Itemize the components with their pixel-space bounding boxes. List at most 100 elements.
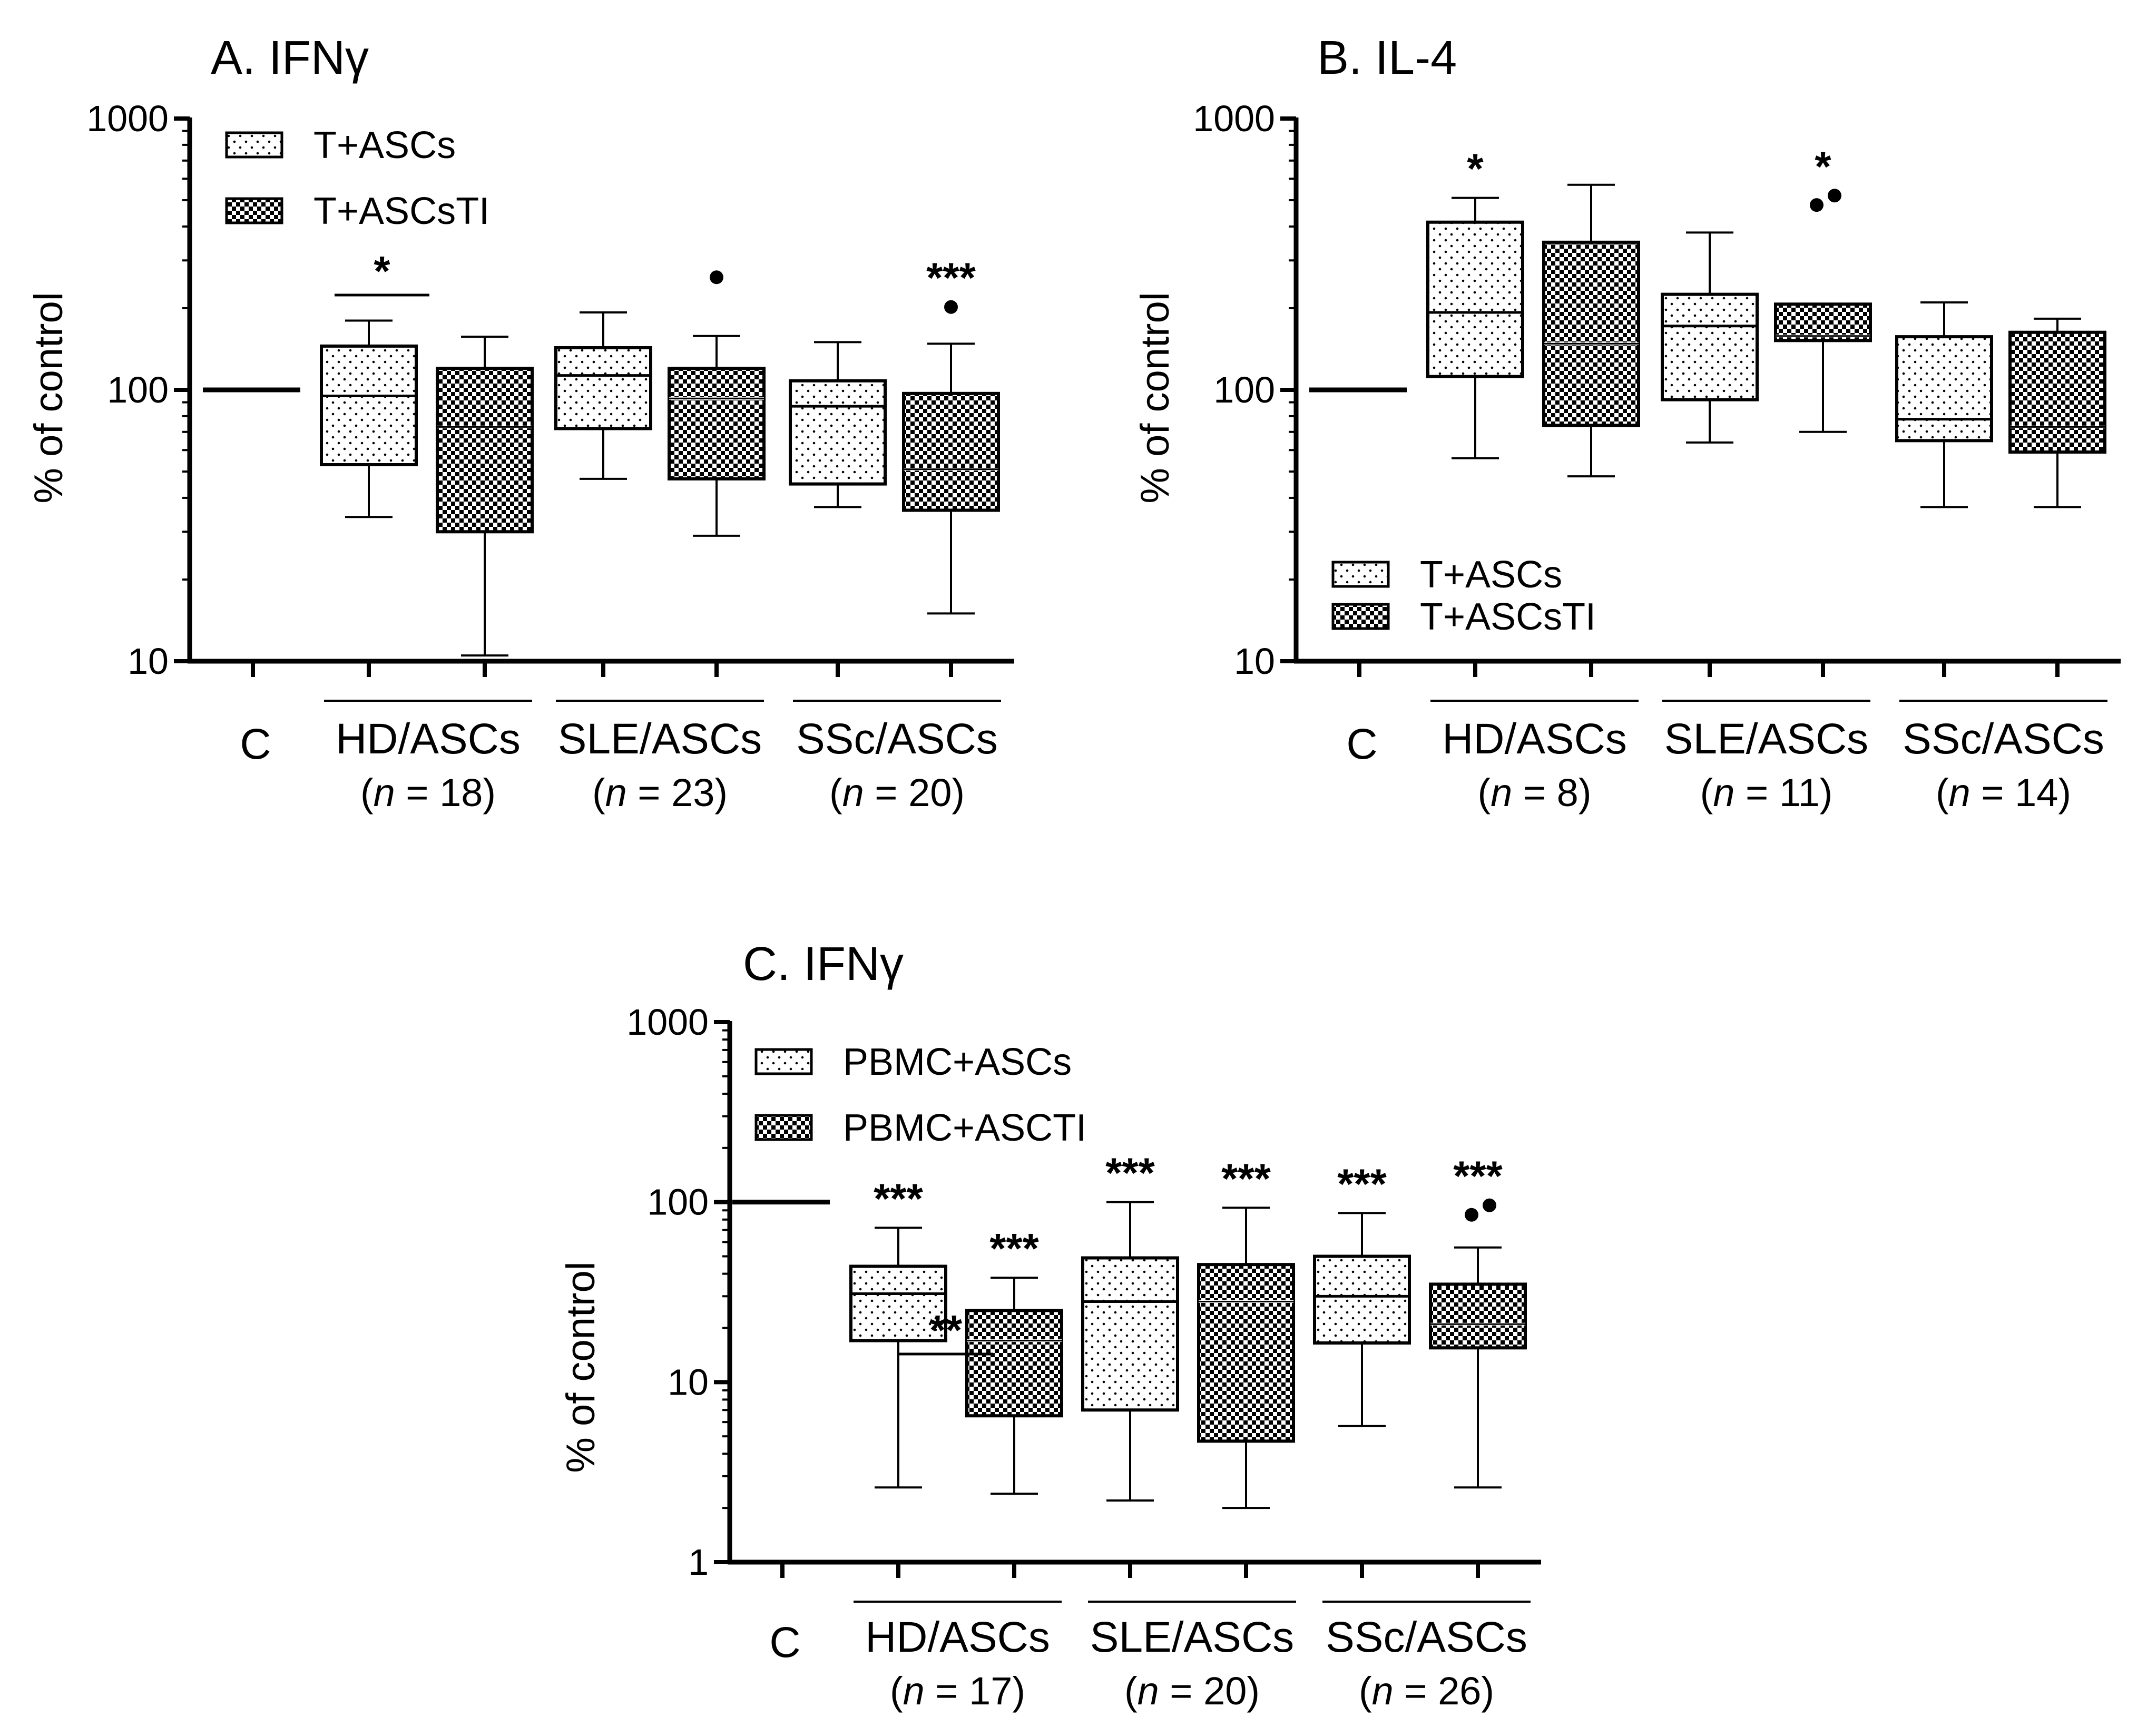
panel-c-n-label-0: (n = 17) — [890, 1669, 1025, 1713]
panel-b-group-label-0: HD/ASCs — [1442, 715, 1627, 763]
panel-b-control-label: C — [1346, 720, 1377, 768]
panel-b-n-label-1: (n = 11) — [1700, 771, 1833, 815]
panel-c-box-2-annotation: *** — [1105, 1150, 1155, 1196]
panel-c-box-0-annotation: *** — [874, 1175, 923, 1222]
legend-swatch — [754, 1114, 813, 1141]
box-iqr — [320, 344, 418, 466]
panel-c-group-label-2: SSc/ASCs — [1326, 1613, 1527, 1661]
panel-a-annotations: *** * — [374, 248, 976, 301]
panel-b-annotations: * * — [1467, 143, 1831, 192]
panel-b-y-axis: 10 100 1000 — [1193, 98, 1275, 682]
legend-swatch — [1331, 603, 1390, 630]
panel-c-n-label-2: (n = 26) — [1359, 1669, 1494, 1713]
panel-a-box-3 — [668, 270, 766, 537]
legend-swatch — [754, 1048, 813, 1075]
outlier-point — [1828, 189, 1841, 203]
panel-a-control-label: C — [240, 720, 271, 768]
panel-c-box-0 — [849, 1227, 947, 1489]
panel-c-legend: PBMC+ASCs PBMC+ASCTI — [754, 1041, 1086, 1149]
panel-a-plot — [174, 116, 1014, 702]
panel-a-bracket-0-label: * — [374, 248, 390, 295]
box-iqr — [1313, 1254, 1411, 1345]
panel-a-n-label-0: (n = 18) — [360, 771, 496, 815]
panel-b-x-categories: C HD/ASCs SLE/ASCs SSc/ASCs (n = 8) (n =… — [1346, 715, 2104, 815]
box-iqr — [1661, 292, 1759, 401]
panel-a-legend-label-1: T+ASCsTI — [313, 190, 489, 232]
panel-a-group-label-2: SSc/ASCs — [796, 715, 998, 763]
panel-c-box-2 — [1081, 1201, 1179, 1502]
panel-c-plot — [714, 1020, 1541, 1603]
outlier-point — [1810, 198, 1824, 212]
box-iqr — [902, 391, 1000, 512]
panel-c-y-axis: 1 10 100 1000 — [626, 1002, 709, 1583]
panel-b-ylabel: % of control — [1133, 292, 1178, 503]
box-iqr — [1774, 302, 1872, 342]
panel-c-x-categories: C HD/ASCs SLE/ASCs SSc/ASCs (n = 17) (n … — [769, 1613, 1527, 1713]
panel-b-plot — [1280, 116, 2121, 702]
panel-c-box-5-annotation: *** — [1453, 1153, 1503, 1200]
panel-b-ytick-label-1: 100 — [1213, 369, 1275, 410]
panel-c-ytick-label-2: 100 — [647, 1182, 709, 1223]
box-iqr — [1542, 240, 1640, 427]
box-iqr — [849, 1264, 947, 1342]
panel-b-group-label-1: SLE/ASCs — [1664, 715, 1868, 763]
panel-b-box-2 — [1661, 231, 1759, 444]
panel-a-ytick-label-1: 100 — [107, 369, 169, 410]
panel-c-ytick-label-0: 1 — [688, 1542, 709, 1583]
panel-c-group-label-0: HD/ASCs — [865, 1613, 1050, 1661]
panel-a-ytick-label-2: 1000 — [86, 98, 169, 139]
panel-b-ytick-label-0: 10 — [1234, 641, 1275, 682]
panel-c-legend-label-1: PBMC+ASCTI — [843, 1107, 1086, 1149]
panel-c: C. IFNγ % of control 1 10 100 1000 PBMC+… — [558, 938, 1541, 1713]
panel-a-y-axis: 10 100 1000 — [86, 98, 169, 682]
box-iqr — [1081, 1256, 1179, 1412]
panel-b-group-label-2: SSc/ASCs — [1903, 715, 2104, 763]
panel-b-n-label-0: (n = 8) — [1478, 771, 1592, 815]
panel-b-box-1 — [1542, 183, 1640, 478]
panel-a-ylabel: % of control — [26, 292, 71, 503]
panel-a-group-label-1: SLE/ASCs — [558, 715, 762, 763]
panel-c-box-1-annotation: *** — [989, 1225, 1039, 1272]
box-iqr — [2008, 330, 2106, 454]
panel-a-title: A. IFNγ — [211, 32, 369, 84]
box-iqr — [554, 346, 652, 430]
panel-b-legend-label-1: T+ASCsTI — [1420, 596, 1596, 638]
legend-swatch — [225, 131, 283, 159]
panel-c-title: C. IFNγ — [743, 938, 904, 990]
legend-swatch — [1331, 561, 1390, 588]
panel-c-legend-label-0: PBMC+ASCs — [843, 1041, 1072, 1083]
panel-b-box-4 — [1895, 301, 1993, 508]
panel-a: A. IFNγ % of control 10 100 1000 T+ASCs … — [26, 32, 1014, 815]
panel-b-box-5 — [2008, 317, 2106, 508]
box-iqr — [1426, 220, 1524, 378]
panel-a-box-0 — [320, 319, 418, 518]
panel-b-title: B. IL-4 — [1317, 32, 1457, 84]
panel-b-ytick-label-2: 1000 — [1193, 98, 1275, 139]
panel-a-box-4 — [789, 341, 887, 508]
box-iqr — [436, 367, 534, 534]
panel-b-box-0 — [1426, 197, 1524, 459]
panel-b: B. IL-4 % of control 10 100 1000 T+ASCs … — [1133, 32, 2121, 815]
panel-b-box-3 — [1774, 189, 1872, 433]
panel-c-ytick-label-1: 10 — [668, 1361, 709, 1402]
panel-c-box-3-annotation: *** — [1221, 1155, 1271, 1202]
outlier-point — [710, 270, 723, 285]
panel-a-group-label-0: HD/ASCs — [336, 715, 521, 763]
panel-a-legend-label-0: T+ASCs — [313, 124, 456, 166]
panel-b-n-label-2: (n = 14) — [1936, 771, 2071, 815]
box-iqr — [965, 1309, 1063, 1418]
box-iqr — [789, 379, 887, 486]
panel-b-legend-label-0: T+ASCs — [1420, 554, 1562, 596]
panel-c-control-label: C — [769, 1619, 800, 1666]
panel-c-group-label-1: SLE/ASCs — [1090, 1613, 1294, 1661]
panel-a-box-5-annotation: *** — [926, 254, 976, 301]
box-iqr — [1429, 1282, 1527, 1350]
panel-a-ytick-label-0: 10 — [128, 641, 169, 682]
box-iqr — [1197, 1263, 1295, 1443]
panel-c-box-3 — [1197, 1207, 1295, 1509]
panel-c-box-4-annotation: *** — [1337, 1160, 1387, 1207]
panel-a-n-label-2: (n = 20) — [829, 771, 965, 815]
outlier-point — [1483, 1198, 1496, 1212]
panel-b-box-0-annotation: * — [1467, 145, 1484, 192]
